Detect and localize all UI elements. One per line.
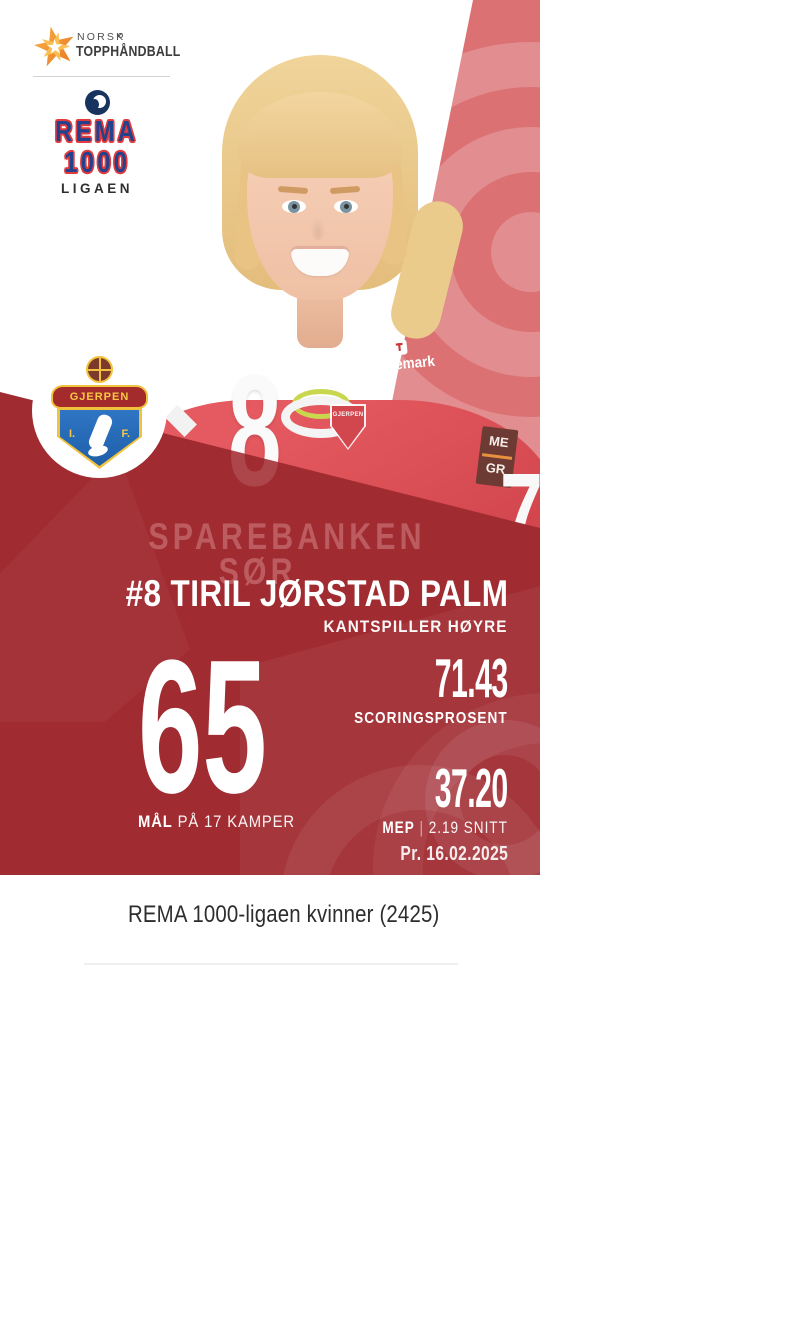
crest-shield-inner: I. F.: [60, 410, 139, 466]
player-smile: [291, 246, 349, 276]
footer-caption: REMA 1000-ligaen kvinner (2425): [128, 901, 440, 928]
goals-value: 65: [138, 621, 267, 833]
telemark-sponsor-text: Telemark: [376, 352, 436, 375]
mep-value: 37.20: [435, 757, 509, 819]
ligaen-label: LIGAEN: [60, 181, 133, 196]
ghost-sponsor-line1: SPAREBANKEN: [148, 516, 426, 557]
norsk-label: NORSK: [77, 31, 126, 43]
as-of-date: Pr. 16.02.2025: [400, 843, 508, 865]
goals-label-rest: PÅ 17 KAMPER: [172, 812, 295, 831]
footer-divider: [84, 963, 458, 965]
lion-icon: [84, 90, 110, 115]
crest-initial-left: I.: [69, 428, 76, 440]
player-position: KANTSPILLER HØYRE: [323, 617, 508, 636]
crest-ball-icon: [86, 356, 113, 383]
crest-banner: GJERPEN: [51, 385, 148, 409]
player-name: #8 TIRIL JØRSTAD PALM: [125, 573, 508, 614]
pupil: [292, 204, 297, 209]
mep-label-bold: MEP: [382, 818, 415, 837]
club-badge-circle: GJERPEN I. F.: [32, 343, 167, 478]
sleeve-patch-line1: ME: [488, 432, 510, 451]
ghost-sponsor-line2: SØR: [218, 551, 298, 592]
rema-wordmark: REMA: [55, 116, 139, 148]
goals-label: MÅL PÅ 17 KAMPER: [138, 812, 318, 832]
ring-ornament-icon: [118, 33, 123, 38]
player-eye-left: [282, 200, 306, 213]
pupil: [344, 204, 349, 209]
crest-shield: I. F.: [57, 407, 142, 469]
mep-label: MEP | 2.19 SNITT: [168, 818, 508, 838]
stats-right-column: 71.43 SCORINGSPROSENT 37.20 MEP | 2.19 S…: [168, 647, 509, 838]
scoring-percent-value: 71.43: [435, 647, 509, 709]
telemark-logo-icon: [391, 339, 408, 356]
logo-divider: [33, 76, 170, 77]
mep-label-rest: 2.19 SNITT: [428, 818, 508, 837]
topphandball-label: TOPPHÅNDBALL: [76, 43, 181, 60]
player-hair-front: [238, 92, 402, 178]
crest-initial-right: F.: [121, 428, 130, 440]
rema-ligaen-logo: REMA 1000 LIGAEN: [37, 90, 157, 196]
scoring-percent-label: SCORINGSPROSENT: [354, 710, 508, 727]
mep-label-separator: |: [414, 818, 429, 837]
thousand-wordmark: 1000: [63, 147, 131, 179]
player-eye-right: [334, 200, 358, 213]
player-nose: [310, 216, 326, 240]
overlay-ghost-layer: 8 SPAREBANKEN SØR: [0, 392, 540, 875]
player-stats-card: 8 umbro GJERPEN Telemark ME GR 7 8: [0, 0, 540, 875]
goals-label-bold: MÅL: [138, 812, 173, 831]
